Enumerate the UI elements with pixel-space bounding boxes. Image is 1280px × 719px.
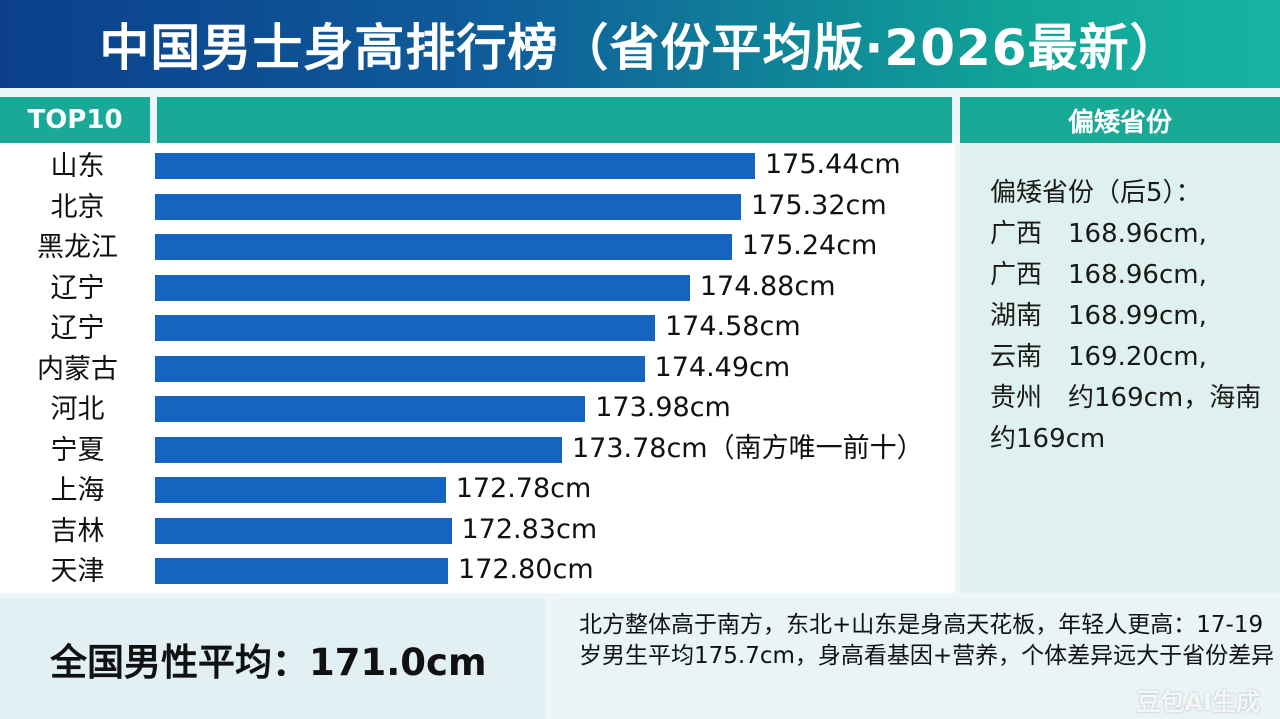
bar-chart: 山东 175.44cm 北京 175.32cm 黑龙江 175.24cm 辽宁 174.88c… [0,143,955,593]
panel-line: 广西 168.96cm, [990,260,1207,290]
bar [155,436,562,463]
short-provinces-panel: 偏矮省份（后5）： 广西 168.96cm, 广西 168.96cm, 湖南 1… [960,143,1280,593]
short-provinces-header: 偏矮省份 [960,97,1280,143]
bar [155,193,742,220]
panel-line: 约169cm [990,424,1106,454]
data-label: 175.24cm [741,230,878,261]
bar [155,558,449,584]
data-label: 172.83cm [461,513,598,545]
category-label: 内蒙古 [37,353,118,385]
category-label: 黑龙江 [37,232,118,263]
data-label: 172.80cm [458,554,594,585]
summary-note: 北方整体高于南方，东北+山东是身高天花板，年轻人更高：17-19岁男生平均175… [553,598,1280,719]
page-title: 中国男士身高排行榜（省份平均版·2026最新） [0,0,1280,88]
category-label: 北京 [50,191,105,223]
panel-line: 贵州 约169cm，海南 [990,383,1262,413]
bar [155,517,452,544]
category-label: 河北 [50,394,105,425]
top10-header: TOP10 [0,97,150,143]
bar [155,274,690,301]
bar [155,396,586,422]
category-label: 辽宁 [50,313,105,344]
category-label: 上海 [50,475,105,506]
data-label: 175.32cm [751,189,887,221]
bar [155,315,655,341]
panel-line: 偏矮省份（后5）： [990,178,1202,208]
bar [155,355,645,382]
bar [155,153,755,179]
national-average: 全国男性平均：171.0cm [0,598,545,719]
data-label: 173.78cm（南方唯一前十） [571,432,924,464]
watermark: 豆包AI生成 [1136,688,1260,716]
data-label: 174.88cm [699,270,836,302]
panel-line: 广西 168.96cm, [990,219,1207,249]
category-label: 宁夏 [50,434,105,466]
data-label: 174.58cm [665,311,801,342]
category-label: 天津 [50,556,105,587]
category-label: 山东 [50,151,105,182]
panel-line: 湖南 168.99cm, [990,301,1207,331]
bar [155,477,446,503]
data-label: 175.44cm [765,149,901,180]
data-label: 174.49cm [654,351,791,383]
data-label: 172.78cm [455,473,592,504]
chart-header-bar [157,97,952,143]
data-label: 173.98cm [595,392,731,423]
bar [155,234,732,260]
category-label: 吉林 [50,515,105,547]
category-label: 辽宁 [50,272,105,304]
panel-line: 云南 169.20cm, [990,342,1207,372]
